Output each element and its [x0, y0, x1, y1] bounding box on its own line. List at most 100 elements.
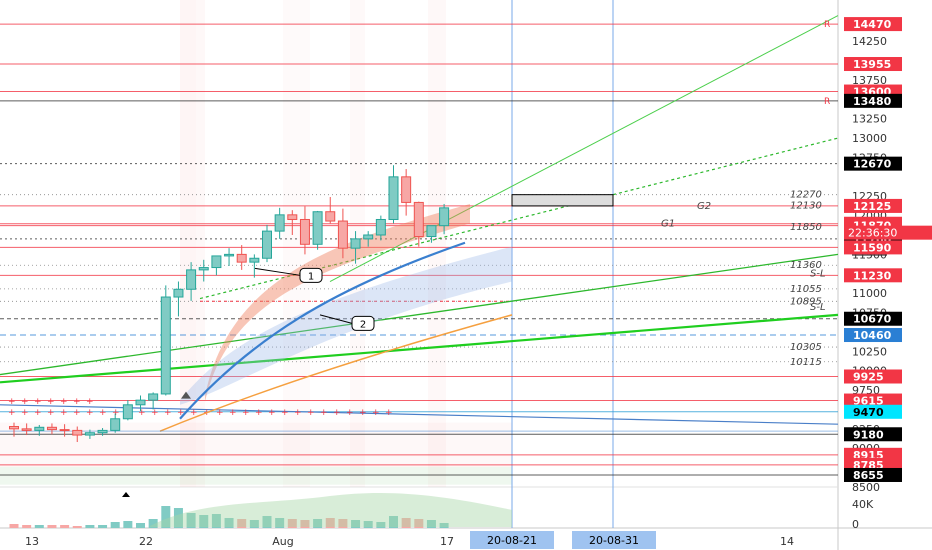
dot-marker-row: + + + + + + + [8, 397, 94, 407]
range-box [0, 422, 512, 467]
candle-body [426, 225, 437, 238]
dot-marker: + [47, 408, 55, 418]
trend-line-green [329, 15, 839, 282]
volume-bar [363, 521, 373, 528]
candle-body [299, 218, 310, 245]
countdown-text: 22:36:30 [848, 227, 897, 240]
callout-box [299, 267, 323, 283]
volume-bar [186, 513, 196, 528]
price-tick: 14250 [852, 35, 887, 48]
candle-body [375, 218, 386, 236]
price-annotation: 11055 [790, 284, 822, 295]
volume-bar [338, 519, 348, 528]
volume-bar [110, 522, 120, 528]
price-annotation: 12270 [790, 190, 822, 201]
time-axis[interactable]: 13 22 Aug 17 14 20-08-21 20-08-31 [25, 531, 794, 549]
dot-marker: + [281, 408, 289, 418]
moving-average-blue [179, 241, 466, 420]
price-label-text: 12670 [853, 158, 892, 171]
support-trend-line-bold [0, 313, 839, 384]
candle-body [211, 255, 222, 269]
candle-body [9, 426, 19, 430]
candle-body [135, 399, 146, 406]
volume-bar [123, 521, 133, 528]
session-band [196, 0, 205, 487]
volume-bar [22, 525, 32, 528]
price-axis[interactable]: 1425013750132501300012750122501200011000… [824, 17, 932, 531]
volume-bar [173, 508, 183, 528]
candle-body [224, 253, 235, 257]
signal-arrow [122, 492, 130, 497]
dot-marker: + [333, 408, 341, 418]
dot-marker: + [73, 408, 81, 418]
time-tick: 14 [780, 535, 794, 548]
time-tick: 22 [139, 535, 153, 548]
candle-body [148, 393, 159, 401]
price-label-box [844, 393, 902, 408]
candle-body [84, 432, 95, 436]
dot-marker: + [242, 408, 250, 418]
price-label-box [844, 17, 902, 32]
price-label-text: 9615 [853, 395, 884, 408]
volume-bar [9, 524, 19, 528]
dot-marker: + [21, 397, 29, 407]
price-tick: 13750 [852, 74, 887, 87]
price-label-box [844, 57, 902, 72]
dot-marker: + [268, 408, 276, 418]
volume-bar [72, 526, 82, 528]
volume-bar [237, 519, 247, 528]
volume-bar [439, 523, 449, 528]
candle-body [350, 238, 361, 249]
dot-marker: + [34, 397, 42, 407]
dot-marker: + [8, 397, 16, 407]
price-label-text: 11590 [853, 241, 892, 254]
price-label-text: 10460 [853, 329, 892, 342]
price-label-box [844, 268, 902, 283]
dot-marker: + [307, 408, 315, 418]
dot-marker: + [99, 408, 107, 418]
volume-bar [249, 520, 259, 528]
dot-marker: + [86, 397, 94, 407]
candle-body [236, 253, 247, 263]
price-label-text: 9180 [853, 428, 884, 441]
candle-body [363, 234, 374, 240]
volume-bar [60, 525, 70, 528]
dot-marker: + [385, 408, 393, 418]
price-annotation: 11360 [790, 260, 822, 271]
price-tick: 13250 [852, 113, 887, 126]
price-tick: 11000 [852, 287, 887, 300]
price-label-text: 10670 [853, 313, 892, 326]
candle-body [439, 207, 450, 227]
candle-body [173, 288, 184, 298]
price-label-box [844, 369, 902, 384]
candle-body [198, 267, 209, 271]
dot-marker: + [8, 408, 16, 418]
price-label-box [844, 240, 902, 255]
volume-bar [414, 519, 424, 528]
candle-body [186, 269, 197, 290]
dot-marker: + [138, 408, 146, 418]
volume-bar [34, 525, 44, 528]
volume-area [150, 492, 512, 527]
volume-bar [287, 519, 297, 528]
support-trend-line [0, 253, 839, 376]
price-annotation: S-L [810, 268, 826, 279]
dot-marker: + [86, 408, 94, 418]
dot-marker: + [60, 408, 68, 418]
candle-body [312, 211, 323, 245]
price-tick: 8500 [852, 481, 880, 494]
volume-bar [85, 525, 95, 528]
volume-bar [211, 514, 221, 528]
candle-body [97, 429, 108, 434]
price-annotation: 10115 [790, 357, 822, 368]
volume-bar [161, 506, 171, 528]
time-tick: Aug [272, 535, 293, 548]
price-label-box [844, 427, 902, 442]
callout-box [351, 315, 375, 331]
countdown-box [844, 225, 932, 240]
callout-leader [254, 267, 301, 276]
candle-body [388, 176, 399, 220]
price-label-text: 8655 [853, 469, 884, 482]
